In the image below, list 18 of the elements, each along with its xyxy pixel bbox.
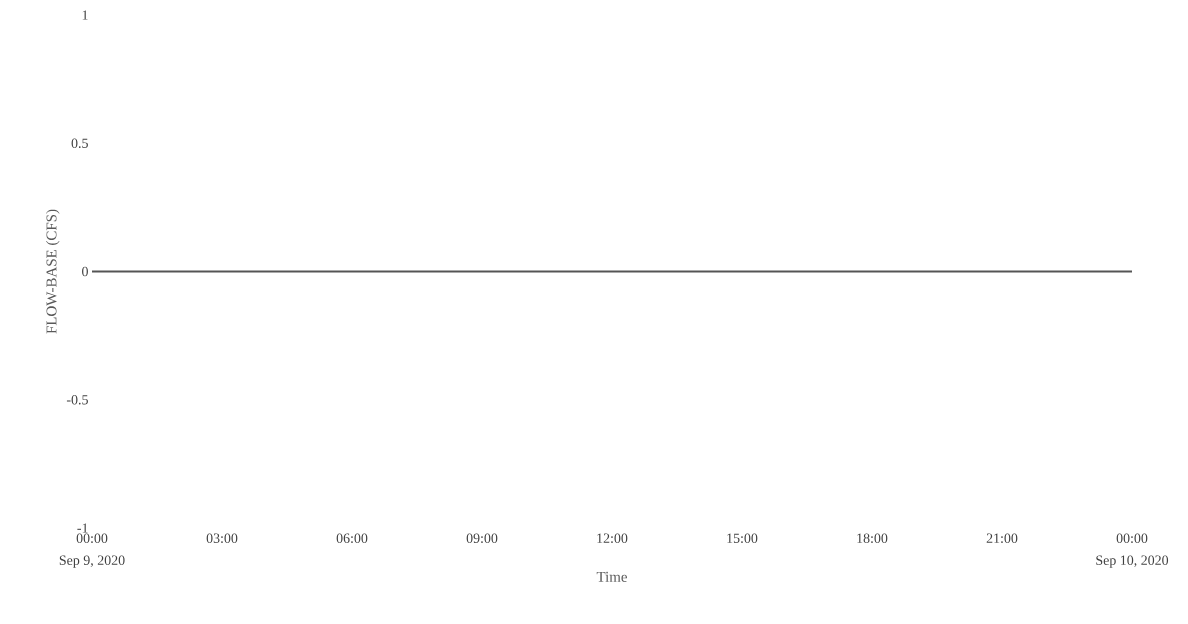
x-tick-label: 00:00 bbox=[76, 533, 108, 543]
x-tick-label: 21:00 bbox=[986, 533, 1018, 543]
x-tick-label: 00:00 bbox=[1116, 533, 1148, 543]
x-tick-label: 12:00 bbox=[597, 533, 628, 543]
x-tick-label: 18:00 bbox=[857, 533, 888, 543]
y-tick-label: -0.5 bbox=[66, 395, 88, 405]
y-axis-title: FLOW-BASE (CFS) bbox=[46, 209, 60, 334]
y-tick-label: 1 bbox=[82, 10, 88, 20]
text: Sep 9, 2020 bbox=[59, 555, 125, 568]
y-tick-label: 0 bbox=[82, 266, 88, 277]
text: Sep 10, 2020 bbox=[1096, 555, 1169, 568]
x-tick-label: 03:00 bbox=[206, 533, 238, 543]
x-axis-title: Time bbox=[596, 571, 627, 582]
y-tick-label: 0.5 bbox=[71, 138, 88, 148]
x-tick-label: 15:00 bbox=[727, 533, 758, 543]
y-tick-label: -1 bbox=[77, 523, 88, 533]
x-tick-label: 06:00 bbox=[336, 533, 368, 543]
x-tick-label: 09:00 bbox=[466, 533, 498, 543]
